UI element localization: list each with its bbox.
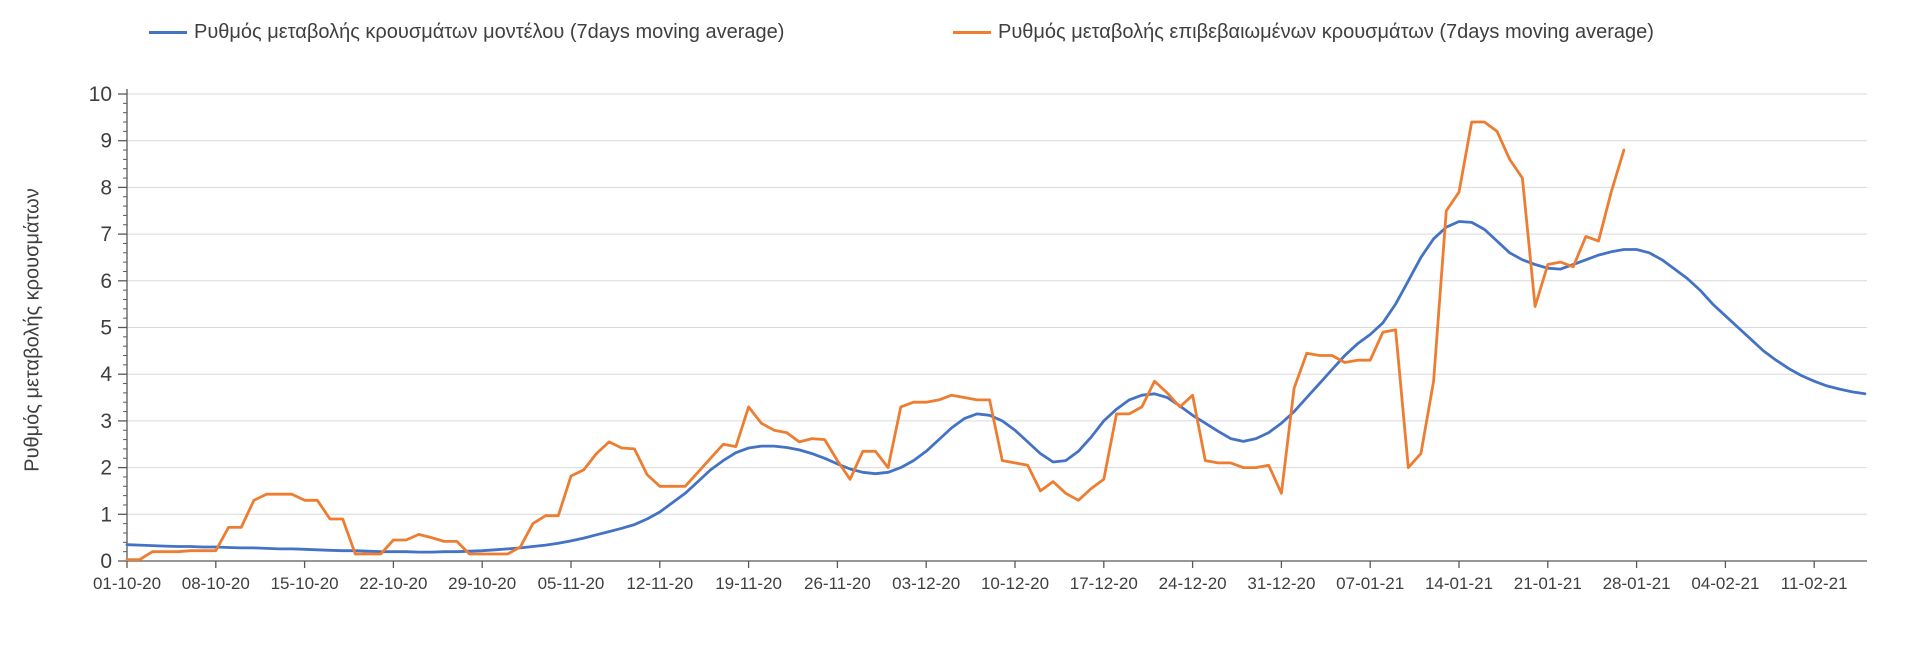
model-series-line [125, 220, 1867, 554]
y-tick-label: 8 [100, 176, 112, 199]
x-axis: 01-10-20 08-10-20 15-10-20 22-10-20 29-10-20… [93, 560, 1867, 593]
confirmed-series-line [125, 120, 1626, 561]
x-tick-label: 14-01-21 [1425, 574, 1493, 593]
x-tick-label: 08-10-20 [182, 574, 250, 593]
x-tick-label: 01-10-20 [93, 574, 161, 593]
confirmed-line-swatch-icon [953, 31, 991, 34]
x-tick-label: 05-11-20 [538, 574, 605, 593]
x-tick-label: 26-11-20 [804, 574, 871, 593]
x-tick-label: 07-01-21 [1336, 574, 1404, 593]
x-tick-label: 29-10-20 [448, 574, 516, 593]
y-tick-label: 2 [100, 457, 112, 480]
legend-label-confirmed: Ρυθμός μεταβολής επιβεβαιωμένων κρουσμάτ… [998, 21, 1654, 43]
y-tick-label: 0 [100, 550, 112, 573]
x-tick-label: 03-12-20 [892, 574, 960, 593]
x-tick-label: 12-11-20 [626, 574, 693, 593]
y-tick-label: 9 [100, 130, 112, 153]
x-tick-label: 17-12-20 [1070, 574, 1138, 593]
x-tick-label: 21-01-21 [1514, 574, 1582, 593]
y-tick-label: 10 [89, 83, 112, 106]
model-line-swatch-icon [149, 31, 187, 34]
gridlines [127, 93, 1867, 515]
legend-label-model: Ρυθμός μεταβολής κρουσμάτων μοντέλου (7d… [194, 21, 785, 43]
x-tick-label: 24-12-20 [1159, 574, 1227, 593]
y-axis: 0 1 2 3 4 5 6 7 8 9 10 [89, 83, 128, 573]
y-tick-label: 5 [100, 317, 112, 340]
y-tick-label: 4 [100, 363, 112, 386]
legend-item-confirmed: Ρυθμός μεταβολής επιβεβαιωμένων κρουσμάτ… [953, 21, 1654, 44]
x-tick-label: 04-02-21 [1691, 574, 1759, 593]
x-tick-label: 10-12-20 [981, 574, 1049, 593]
x-tick-label: 31-12-20 [1247, 574, 1315, 593]
y-tick-label: 3 [100, 410, 112, 433]
x-tick-label: 28-01-21 [1603, 574, 1671, 593]
y-tick-label: 6 [100, 270, 112, 293]
legend-item-model: Ρυθμός μεταβολής κρουσμάτων μοντέλου (7d… [149, 21, 784, 44]
x-tick-label: 15-10-20 [271, 574, 339, 593]
y-tick-label: 7 [100, 223, 112, 246]
y-tick-label: 1 [100, 503, 112, 526]
x-tick-label: 22-10-20 [359, 574, 427, 593]
x-tick-label: 11-02-21 [1781, 574, 1848, 593]
x-tick-label: 19-11-20 [715, 574, 782, 593]
